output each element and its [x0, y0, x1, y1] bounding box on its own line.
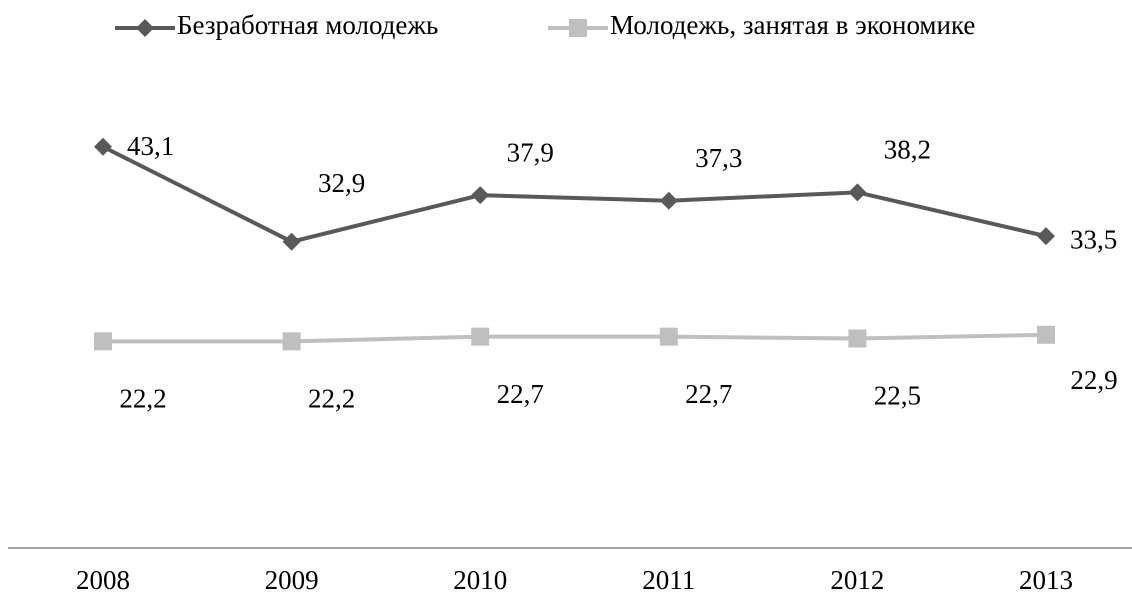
marker	[848, 183, 867, 202]
series-line	[102, 144, 1047, 244]
marker	[282, 332, 301, 351]
data-label: 43,1	[127, 131, 174, 161]
marker	[94, 332, 112, 351]
marker	[471, 327, 490, 346]
legend-label: Безработная молодежь	[177, 10, 438, 40]
x-tick-label: 2010	[453, 565, 507, 595]
marker	[471, 186, 490, 205]
data-label: 32,9	[318, 168, 365, 198]
marker	[659, 191, 678, 210]
data-label: 22,2	[308, 384, 355, 414]
data-label: 37,3	[695, 143, 742, 173]
marker	[848, 329, 867, 348]
data-label: 22,7	[685, 379, 732, 409]
data-label: 37,9	[507, 137, 554, 167]
x-tick-label: 2008	[76, 565, 130, 595]
data-label: 22,7	[497, 379, 544, 409]
marker	[569, 19, 587, 37]
data-label: 22,9	[1070, 365, 1117, 395]
marker	[659, 327, 678, 346]
data-label: 22,5	[874, 381, 921, 411]
data-label: 38,2	[884, 135, 931, 165]
x-tick-label: 2013	[1019, 565, 1073, 595]
legend-label: Молодежь, занятая в экономике	[610, 10, 975, 40]
x-tick-label: 2011	[642, 565, 695, 595]
marker	[1037, 325, 1055, 344]
marker	[136, 19, 154, 37]
x-tick-label: 2009	[265, 565, 319, 595]
marker	[94, 137, 112, 156]
data-label: 22,2	[119, 384, 166, 414]
marker	[282, 232, 301, 251]
data-label: 33,5	[1070, 224, 1117, 254]
x-tick-label: 2012	[830, 565, 884, 595]
marker	[1037, 227, 1055, 246]
series-line	[103, 332, 1047, 344]
